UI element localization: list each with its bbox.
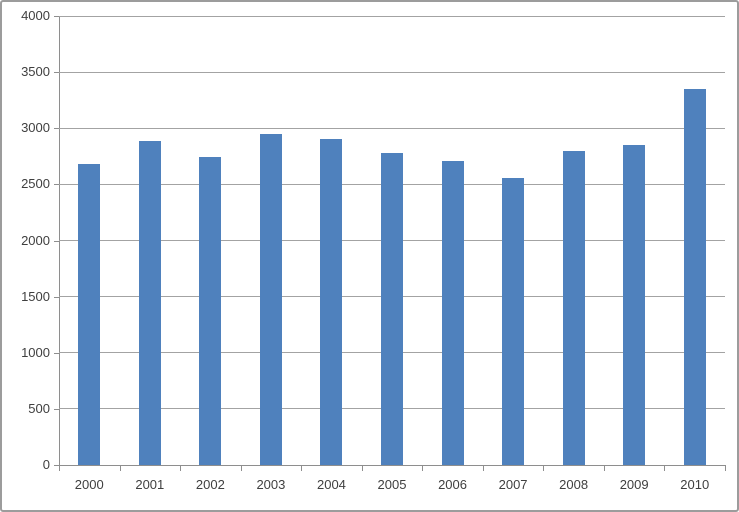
- y-axis-tick: [54, 408, 59, 410]
- x-axis-label: 2006: [438, 477, 467, 492]
- bar-2006: [441, 160, 464, 465]
- bar-2009: [623, 145, 646, 465]
- x-axis-line: [59, 465, 726, 466]
- gridline: [59, 127, 725, 129]
- x-axis-label: 2004: [316, 477, 346, 492]
- x-axis-tick: [543, 466, 545, 471]
- y-axis-tick: [54, 16, 59, 17]
- x-axis-tick: [482, 466, 484, 471]
- y-axis-tick: [54, 184, 59, 186]
- y-axis-label: 2500: [21, 176, 50, 192]
- y-axis-line: [59, 16, 60, 466]
- gridline: [59, 15, 725, 17]
- bar-2002: [199, 157, 222, 465]
- x-axis-tick: [59, 466, 60, 471]
- x-axis-tick: [301, 466, 303, 471]
- y-axis-tick: [54, 72, 59, 74]
- x-axis-tick: [725, 466, 726, 471]
- gridline: [59, 71, 725, 73]
- y-axis-label: 1500: [21, 288, 50, 304]
- x-axis-tick: [180, 466, 182, 471]
- bar-2010: [683, 88, 706, 465]
- y-axis-label: 0: [42, 457, 50, 472]
- x-axis-label: 2005: [377, 477, 407, 492]
- y-axis-label: 500: [28, 400, 50, 416]
- x-axis-tick: [240, 466, 242, 471]
- y-axis-tick: [54, 465, 59, 466]
- bar-2005: [381, 152, 403, 465]
- y-axis-label: 4000: [21, 8, 50, 23]
- y-axis-label: 1000: [21, 344, 50, 360]
- y-axis-tick: [54, 240, 59, 242]
- bar-2001: [138, 140, 161, 465]
- x-axis-label: 2007: [498, 477, 528, 492]
- x-axis-tick: [361, 466, 363, 471]
- x-axis-label: 2009: [619, 477, 649, 492]
- y-axis-tick: [54, 296, 59, 298]
- x-axis-label: 2010: [680, 477, 710, 492]
- x-axis-label: 2002: [195, 477, 225, 492]
- y-axis-label: 3000: [21, 120, 50, 136]
- x-axis-tick: [664, 466, 666, 471]
- y-axis-label: 3500: [21, 64, 50, 80]
- bar-2008: [562, 150, 585, 465]
- y-axis-label: 2000: [21, 232, 50, 248]
- x-axis-label: 2008: [559, 477, 589, 492]
- plot-area: [59, 15, 725, 465]
- x-axis-label: 2000: [74, 477, 104, 492]
- x-axis-tick: [119, 466, 121, 471]
- x-axis-label: 2003: [256, 477, 286, 492]
- x-axis-tick: [603, 466, 605, 471]
- y-axis-tick: [54, 128, 59, 130]
- y-axis-tick: [54, 352, 59, 354]
- bar-2007: [502, 177, 525, 465]
- bar-2003: [259, 133, 282, 465]
- x-axis-tick: [422, 466, 424, 471]
- bar-2004: [320, 139, 343, 465]
- x-axis-label: 2001: [135, 477, 165, 492]
- bar-2000: [78, 164, 101, 465]
